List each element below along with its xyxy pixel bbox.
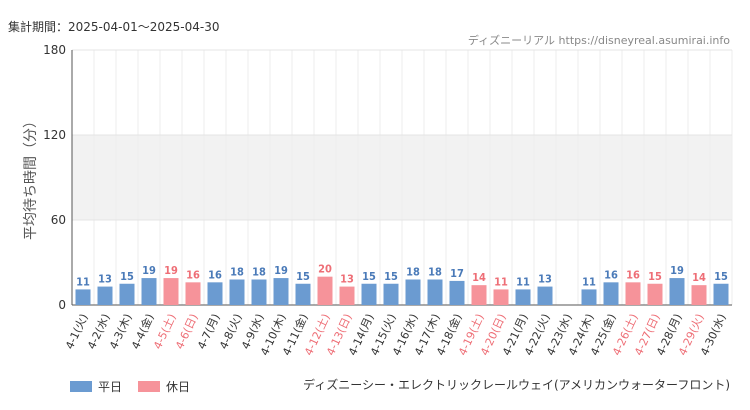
bar bbox=[317, 276, 333, 305]
data-label: 15 bbox=[648, 270, 662, 283]
data-label: 14 bbox=[472, 271, 486, 284]
bar bbox=[691, 285, 707, 305]
bar bbox=[251, 279, 267, 305]
data-label: 15 bbox=[120, 270, 134, 283]
data-label: 11 bbox=[76, 275, 90, 288]
bar bbox=[119, 283, 135, 305]
data-label: 15 bbox=[362, 270, 376, 283]
bar bbox=[295, 283, 311, 305]
legend-label-weekday: 平日 bbox=[98, 380, 123, 394]
data-label: 13 bbox=[340, 273, 354, 286]
bar bbox=[163, 278, 179, 305]
data-label: 15 bbox=[296, 270, 310, 283]
legend-swatch-weekday bbox=[70, 381, 92, 392]
bar bbox=[537, 286, 553, 305]
data-label: 15 bbox=[384, 270, 398, 283]
bar bbox=[273, 278, 289, 305]
bar bbox=[383, 283, 399, 305]
bar bbox=[427, 279, 443, 305]
data-label: 15 bbox=[714, 270, 728, 283]
data-label: 19 bbox=[142, 264, 156, 277]
bar bbox=[581, 289, 597, 305]
bar bbox=[207, 282, 223, 305]
attraction-name: ディズニーシー・エレクトリックレールウェイ(アメリカンウォーターフロント) bbox=[303, 378, 730, 392]
bar bbox=[75, 289, 91, 305]
data-label: 14 bbox=[692, 271, 706, 284]
data-label: 16 bbox=[604, 268, 618, 281]
legend-item-holiday: 休日 bbox=[138, 378, 190, 395]
y-tick-label: 120 bbox=[43, 128, 66, 142]
bar bbox=[229, 279, 245, 305]
data-label: 18 bbox=[406, 266, 420, 279]
bar bbox=[405, 279, 421, 305]
data-label: 18 bbox=[428, 266, 442, 279]
data-label: 16 bbox=[208, 268, 222, 281]
bar bbox=[603, 282, 619, 305]
data-label: 19 bbox=[274, 264, 288, 277]
bar bbox=[141, 278, 157, 305]
data-label: 11 bbox=[582, 275, 596, 288]
bar bbox=[361, 283, 377, 305]
data-label: 18 bbox=[252, 266, 266, 279]
period-label: 集計期間：2025-04-01～2025-04-30 bbox=[8, 20, 220, 34]
bar bbox=[647, 283, 663, 305]
legend-item-weekday: 平日 bbox=[70, 378, 122, 395]
data-label: 13 bbox=[538, 273, 552, 286]
data-label: 11 bbox=[494, 275, 508, 288]
data-label: 19 bbox=[670, 264, 684, 277]
y-tick-label: 60 bbox=[51, 213, 66, 227]
bar bbox=[713, 283, 729, 305]
legend-label-holiday: 休日 bbox=[166, 380, 191, 394]
data-label: 13 bbox=[98, 273, 112, 286]
legend-swatch-holiday bbox=[138, 381, 160, 392]
data-label: 16 bbox=[186, 268, 200, 281]
data-label: 11 bbox=[516, 275, 530, 288]
bar bbox=[493, 289, 509, 305]
bar bbox=[669, 278, 685, 305]
bar bbox=[449, 280, 465, 305]
data-label: 18 bbox=[230, 266, 244, 279]
y-tick-label: 180 bbox=[43, 43, 66, 57]
y-tick-label: 0 bbox=[58, 298, 66, 312]
bar bbox=[515, 289, 531, 305]
site-credit: ディズニーリアル https://disneyreal.asumirai.inf… bbox=[467, 34, 730, 47]
data-label: 19 bbox=[164, 264, 178, 277]
bar bbox=[471, 285, 487, 305]
data-label: 16 bbox=[626, 268, 640, 281]
bar bbox=[625, 282, 641, 305]
data-label: 20 bbox=[318, 263, 332, 276]
bar bbox=[185, 282, 201, 305]
bar bbox=[339, 286, 355, 305]
bar bbox=[97, 286, 113, 305]
data-label: 17 bbox=[450, 267, 464, 280]
